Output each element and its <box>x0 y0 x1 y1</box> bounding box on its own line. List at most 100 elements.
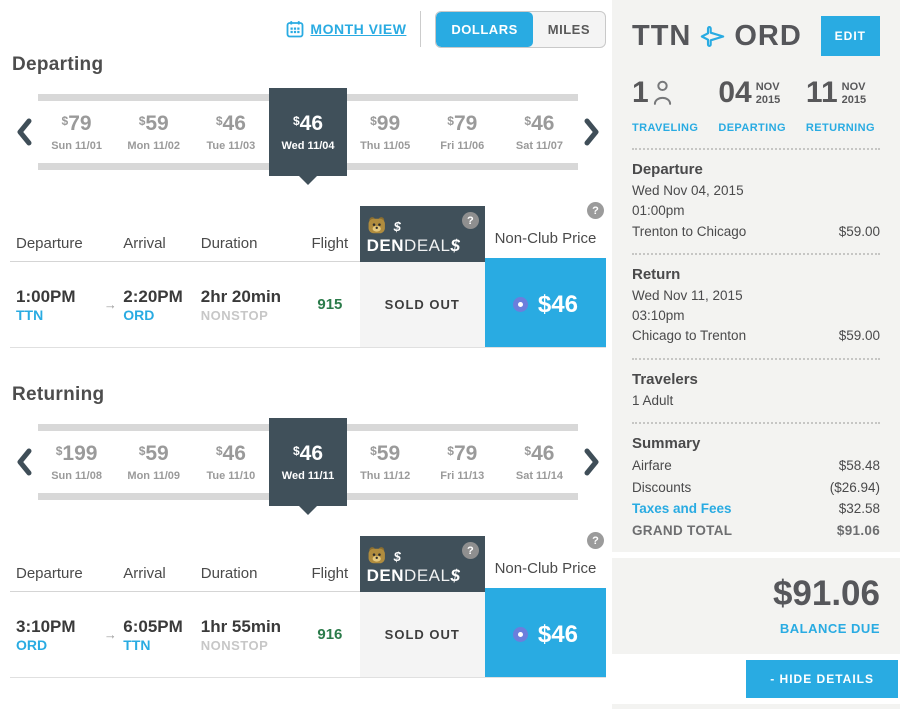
departure-date: Wed Nov 04, 2015 <box>632 183 744 198</box>
balance-amount: $91.06 <box>772 574 880 614</box>
departure-time: 3:10PM <box>16 616 76 636</box>
date-option[interactable]: $99 Thu 11/05 <box>360 112 411 152</box>
col-duration: Duration <box>200 235 258 252</box>
return-price: $59.00 <box>838 328 880 344</box>
nonclub-fare-option[interactable]: $46 <box>484 262 606 347</box>
fare-price: $46 <box>537 620 578 648</box>
departing-next-button[interactable] <box>578 88 606 176</box>
col-arrival: Arrival <box>123 235 166 252</box>
section-divider <box>632 252 880 255</box>
dendeals-logo: $ DENDEAL$ ? <box>359 536 485 592</box>
date-option[interactable]: $46 Tue 11/10 <box>206 442 256 482</box>
chevron-left-icon <box>17 448 32 476</box>
sold-out-label: SOLD OUT <box>384 297 460 312</box>
dollar-swirl-icon: $ <box>393 218 401 234</box>
col-departure: Departure <box>16 235 83 252</box>
departing-stat[interactable]: 04 NOV 2015 DEPARTING <box>718 76 786 135</box>
departure-time: 01:00pm <box>632 203 685 219</box>
date-option[interactable]: $46 Sat 11/14 <box>515 442 563 482</box>
departure-airport: TTN <box>16 307 44 324</box>
deal-fare-cell: SOLD OUT <box>359 592 485 677</box>
flight-results-panel: MONTH VIEW DOLLARS MILES Departing $79 Su… <box>0 0 612 709</box>
edit-button[interactable]: EDIT <box>820 16 880 56</box>
month-view-label: MONTH VIEW <box>310 21 407 37</box>
origin-code: TTN <box>632 19 692 52</box>
date-option[interactable]: $59 Mon 11/09 <box>127 442 180 482</box>
departing-flight-row: 1:00PM TTN → 2:20PM ORD 2hr 20min NONSTO… <box>10 262 606 348</box>
dendeals-help-icon[interactable]: ? <box>461 212 479 229</box>
departing-day: 04 <box>718 76 752 109</box>
dollars-toggle[interactable]: DOLLARS <box>436 11 533 47</box>
nonclub-help-icon[interactable]: ? <box>587 202 605 219</box>
col-flight: Flight <box>311 565 349 582</box>
bear-icon <box>368 547 385 564</box>
grand-total-row: GRAND TOTAL $91.06 <box>632 523 880 539</box>
traveling-stat[interactable]: 1 TRAVELING <box>632 76 699 135</box>
currency-toggle: DOLLARS MILES <box>435 10 606 48</box>
col-arrival: Arrival <box>123 565 166 582</box>
fare-radio-selected[interactable] <box>512 297 528 312</box>
calendar-icon <box>287 21 304 38</box>
sold-out-label: SOLD OUT <box>384 627 460 642</box>
travelers-block: Travelers 1 Adult <box>632 371 880 411</box>
date-option[interactable]: $79 Fri 11/06 <box>440 112 485 152</box>
stops-label: NONSTOP <box>200 637 269 653</box>
nonclub-help-icon[interactable]: ? <box>587 532 605 549</box>
arrival-time: 6:05PM <box>123 616 183 636</box>
date-option[interactable]: $59 Thu 11/12 <box>360 442 411 482</box>
route-arrow-icon: → <box>103 297 117 312</box>
departure-price: $59.00 <box>838 223 880 239</box>
date-option[interactable]: $46 Tue 11/03 <box>206 112 256 152</box>
returning-flight-row: 3:10PM ORD → 6:05PM TTN 1hr 55min NONSTO… <box>10 592 606 678</box>
summary-row: Taxes and Fees $32.58 <box>632 498 880 520</box>
taxes-and-fees-link[interactable]: Taxes and Fees <box>632 501 732 517</box>
returning-next-button[interactable] <box>578 418 606 506</box>
departure-airport: ORD <box>16 637 48 654</box>
arrival-time: 2:20PM <box>123 286 183 306</box>
nonclub-fare-option[interactable]: $46 <box>484 592 606 677</box>
returning-flight-table: Departure Arrival Duration Flight <box>10 530 607 678</box>
returning-section: Returning $199 Sun 11/08 $59 Mon 11/09 $46… <box>10 384 607 678</box>
date-option-selected[interactable]: $46 Wed 11/04 <box>269 88 347 176</box>
departing-prev-button[interactable] <box>10 88 38 176</box>
dendeals-logo: $ DENDEAL$ ? <box>359 206 485 262</box>
flight-number: 915 <box>317 296 343 313</box>
toolbar: MONTH VIEW DOLLARS MILES <box>10 8 606 50</box>
departure-route: Trenton to Chicago <box>632 223 747 239</box>
return-time: 03:10pm <box>632 308 685 323</box>
date-option[interactable]: $79 Sun 11/01 <box>51 112 102 152</box>
chevron-right-icon <box>584 118 599 146</box>
fare-radio-selected[interactable] <box>512 627 528 642</box>
date-option-selected[interactable]: $46 Wed 11/11 <box>269 418 347 506</box>
flight-duration: 2hr 20min <box>200 287 282 307</box>
departing-flight-table: Departure Arrival Duration Flight $ <box>10 200 607 348</box>
returning-stat[interactable]: 11 NOV 2015 RETURNING <box>805 76 875 135</box>
return-summary-block: Return Wed Nov 11, 2015 03:10pm Chicago … <box>632 266 880 347</box>
returning-prev-button[interactable] <box>10 418 38 506</box>
chevron-right-icon <box>584 448 599 476</box>
date-option[interactable]: $79 Fri 11/13 <box>440 442 485 482</box>
date-option[interactable]: $199 Sun 11/08 <box>51 442 102 482</box>
date-option[interactable]: $59 Mon 11/02 <box>127 112 180 152</box>
dendeals-help-icon[interactable]: ? <box>461 542 479 559</box>
col-departure: Departure <box>16 565 83 582</box>
destination-code: ORD <box>734 19 802 52</box>
col-duration: Duration <box>200 565 258 582</box>
date-option[interactable]: $46 Sat 11/07 <box>515 112 563 152</box>
plane-icon <box>701 25 725 47</box>
returning-day: 11 <box>805 76 838 109</box>
month-view-link[interactable]: MONTH VIEW <box>286 20 406 38</box>
dollar-swirl-icon: $ <box>393 548 401 564</box>
miles-toggle[interactable]: MILES <box>547 21 590 37</box>
chevron-left-icon <box>17 118 32 146</box>
col-nonclub-price: Non-Club Price <box>494 560 597 577</box>
summary-row: Discounts ($26.94) <box>632 479 880 495</box>
departing-heading: Departing <box>12 54 104 75</box>
traveler-count: 1 <box>632 76 649 109</box>
departure-summary-block: Departure Wed Nov 04, 2015 01:00pm Trent… <box>632 161 880 242</box>
departing-date-carousel: $79 Sun 11/01 $59 Mon 11/02 $46 Tue 11/03 $… <box>10 88 606 176</box>
hide-details-button[interactable]: - HIDE DETAILS <box>746 660 898 699</box>
summary-row: Airfare $58.48 <box>632 457 880 473</box>
section-divider <box>632 357 880 360</box>
